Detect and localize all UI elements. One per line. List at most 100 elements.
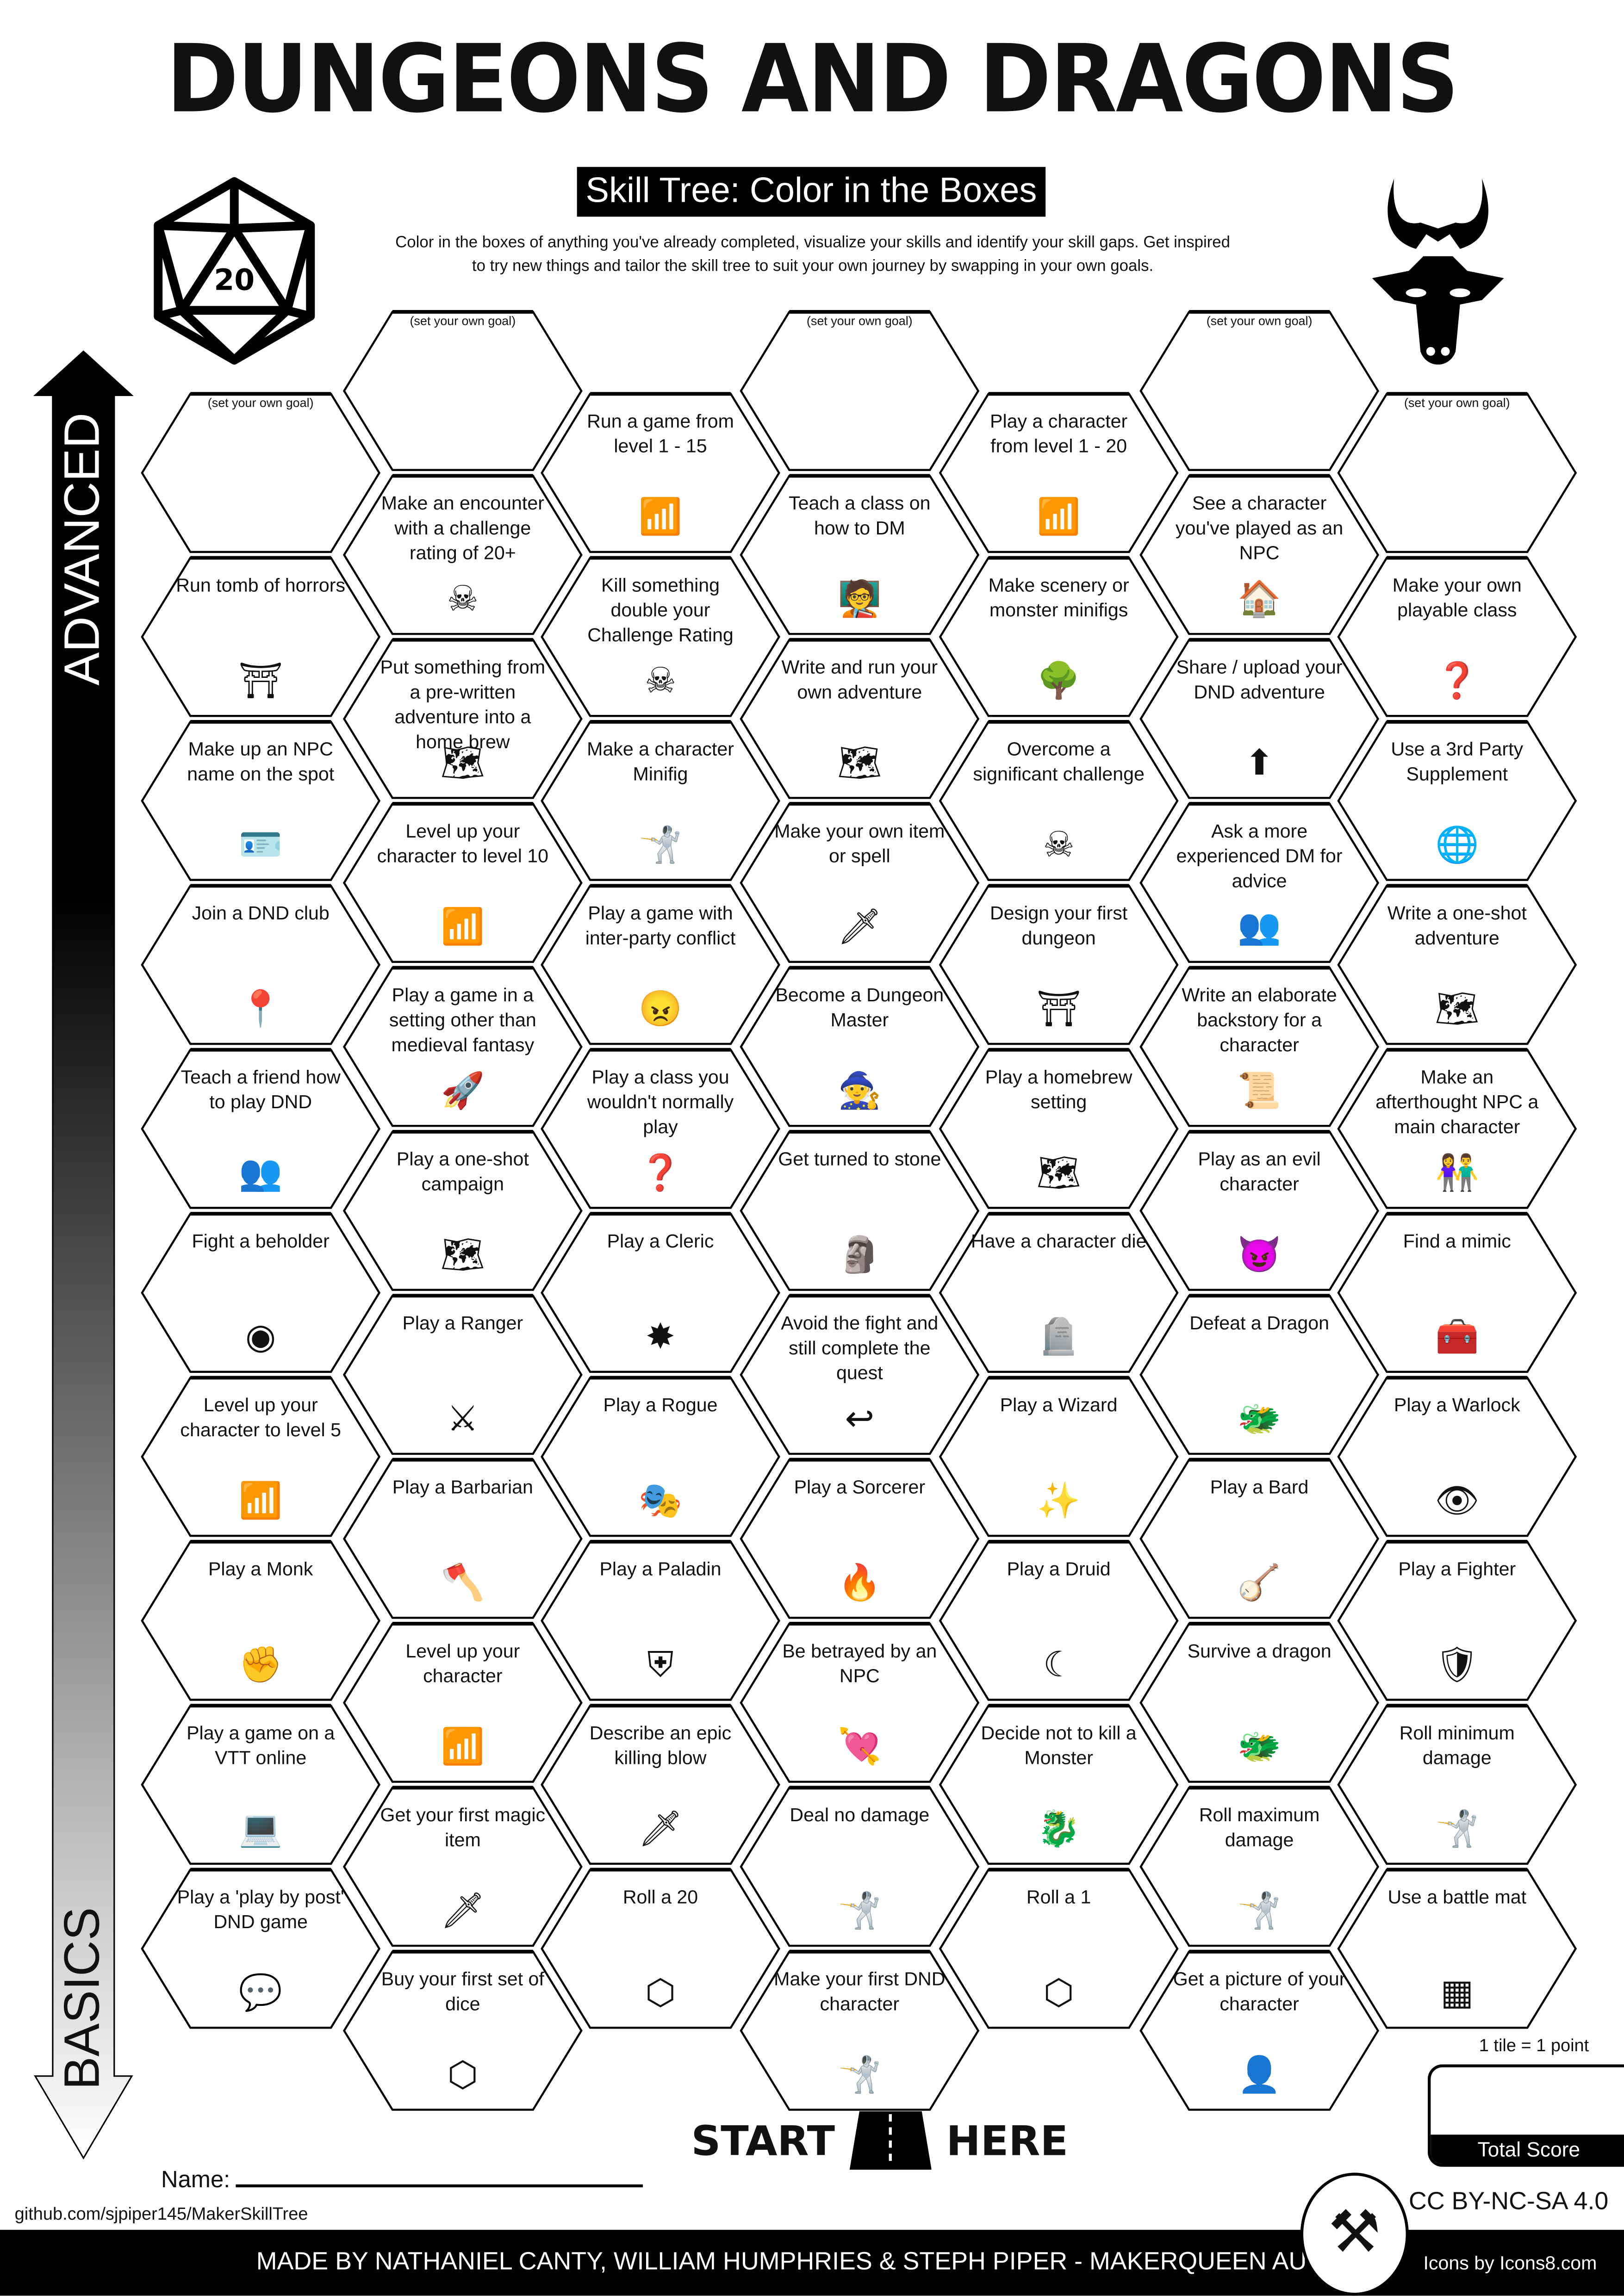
- skill-tile[interactable]: (set your own goal): [341, 309, 584, 473]
- adventurer-crit-icon: 🤺: [1237, 1892, 1282, 1931]
- skill-tile[interactable]: Roll minimum damage 🤺: [1336, 1703, 1579, 1867]
- angry-face-icon: 😠: [638, 989, 683, 1030]
- skill-label: Use a 3rd Party Supplement: [1391, 738, 1524, 785]
- skill-tile[interactable]: Write and run your own adventure 🗺: [738, 637, 981, 800]
- skill-tile[interactable]: Play a Paladin ⛨: [539, 1539, 782, 1702]
- skill-tile[interactable]: Kill something double your Challenge Rat…: [539, 555, 782, 719]
- skill-tile[interactable]: Make your own item or spell 🗡: [738, 801, 981, 965]
- paladin-helmet-icon: ⛨: [647, 1645, 674, 1685]
- skill-tile[interactable]: Make an afterthought NPC a main characte…: [1336, 1047, 1579, 1210]
- skill-tile[interactable]: (set your own goal): [738, 309, 981, 473]
- name-line[interactable]: [236, 2164, 643, 2188]
- skill-tile[interactable]: Roll a 1 ⬡: [937, 1867, 1180, 2030]
- skill-tile[interactable]: Become a Dungeon Master 🧙: [738, 965, 981, 1129]
- skill-tile[interactable]: Run a game from level 1 - 15 📶: [539, 391, 782, 555]
- skill-tile[interactable]: Share / upload your DND adventure ⬆: [1138, 637, 1381, 800]
- name-field[interactable]: Name:: [161, 2164, 643, 2195]
- people-laptop-icon: 👥: [238, 1154, 283, 1193]
- skill-tile[interactable]: (set your own goal): [1138, 309, 1381, 473]
- skill-tile[interactable]: Level up your character to level 5 📶: [139, 1375, 382, 1539]
- skill-tile[interactable]: Make an encounter with a challenge ratin…: [341, 473, 584, 637]
- skill-tile[interactable]: Make a character Minifig 🤺: [539, 719, 782, 883]
- skill-tile[interactable]: Make your own playable class ❓: [1336, 555, 1579, 719]
- adventurer-icon: 🤺: [838, 2055, 882, 2095]
- skill-tile[interactable]: Teach a class on how to DM 🧑‍🏫: [738, 473, 981, 637]
- skill-tile[interactable]: Play a Ranger ⚔: [341, 1293, 584, 1457]
- skill-tile[interactable]: Get a picture of your character 👤: [1138, 1948, 1381, 2112]
- skill-label: Play a Barbarian: [392, 1476, 533, 1498]
- skill-tile[interactable]: Find a mimic 🧰: [1336, 1211, 1579, 1375]
- warlock-eye-icon: 👁: [1435, 1482, 1480, 1521]
- skill-tile[interactable]: Get your first magic item 🗡: [341, 1785, 584, 1948]
- gravestone-icon: 🪦: [1037, 1317, 1081, 1358]
- teacher-icon: 🧑‍🏫: [838, 579, 882, 620]
- skill-tile[interactable]: Write a one-shot adventure 🗺: [1336, 883, 1579, 1047]
- skill-tile[interactable]: Write an elaborate backstory for a chara…: [1138, 965, 1381, 1129]
- progression-arrow: [33, 350, 134, 2159]
- skill-tile[interactable]: Play a Rogue 🎭: [539, 1375, 782, 1539]
- skill-tile[interactable]: Play a character from level 1 - 20 📶: [937, 391, 1180, 555]
- skill-tile[interactable]: Overcome a significant challenge ☠: [937, 719, 1180, 883]
- skill-tile[interactable]: Play a class you wouldn't normally play ❓: [539, 1047, 782, 1210]
- skill-tile[interactable]: Make up an NPC name on the spot 🪪: [139, 719, 382, 883]
- skill-tile[interactable]: Join a DND club 📍: [139, 883, 382, 1047]
- skill-tile[interactable]: Design your first dungeon ⛩: [937, 883, 1180, 1047]
- hand-sword-icon: 🗡: [638, 1809, 683, 1849]
- skill-tile[interactable]: Use a 3rd Party Supplement 🌐: [1336, 719, 1579, 883]
- skill-tile[interactable]: Be betrayed by an NPC 💘: [738, 1621, 981, 1785]
- skill-tile[interactable]: Roll a 20 ⬡: [539, 1867, 782, 2030]
- skill-tile[interactable]: Ask a more experienced DM for advice 👥: [1138, 801, 1381, 965]
- skill-tile[interactable]: Describe an epic killing blow 🗡: [539, 1703, 782, 1867]
- skill-tile[interactable]: Have a character die 🪦: [937, 1211, 1180, 1375]
- skill-tile[interactable]: Deal no damage 🤺: [738, 1785, 981, 1948]
- skill-tile[interactable]: Run tomb of horrors ⛩: [139, 555, 382, 719]
- skill-tile[interactable]: Make your first DND character 🤺: [738, 1948, 981, 2112]
- road-icon: [849, 2111, 932, 2170]
- skill-tile[interactable]: Play a Sorcerer 🔥: [738, 1457, 981, 1620]
- skill-tile[interactable]: Survive a dragon 🐲: [1138, 1621, 1381, 1785]
- skill-tile[interactable]: Use a battle mat ▦: [1336, 1867, 1579, 2030]
- skill-tile[interactable]: (set your own goal): [139, 391, 382, 555]
- skill-tile[interactable]: Level up your character 📶: [341, 1621, 584, 1785]
- skill-tile[interactable]: Teach a friend how to play DND 👥: [139, 1047, 382, 1210]
- skill-tile[interactable]: Play a Druid ☾: [937, 1539, 1180, 1702]
- skill-label: Roll minimum damage: [1399, 1721, 1515, 1769]
- skill-tile[interactable]: Play a Fighter 🛡: [1336, 1539, 1579, 1702]
- skill-tile[interactable]: Play a one-shot campaign 🗺: [341, 1129, 584, 1293]
- dungeon-gate-icon: ⛩: [238, 662, 283, 701]
- skill-tile[interactable]: Make scenery or monster minifigs 🌳: [937, 555, 1180, 719]
- skill-tile[interactable]: Defeat a Dragon 🐲: [1138, 1293, 1381, 1457]
- skill-tile[interactable]: Play a game on a VTT online 💻: [139, 1703, 382, 1867]
- skill-tile[interactable]: Play a Monk ✊: [139, 1539, 382, 1702]
- pierced-heart-icon: 💘: [838, 1727, 882, 1768]
- skill-label: Find a mimic: [1403, 1229, 1511, 1252]
- skill-label: Roll maximum damage: [1199, 1804, 1320, 1851]
- head-question-icon: ❓: [638, 1154, 683, 1193]
- skill-tile[interactable]: Put something from a pre-written adventu…: [341, 637, 584, 800]
- skill-tile[interactable]: Decide not to kill a Monster 🐉: [937, 1703, 1180, 1867]
- rogue-mask-icon: 🎭: [638, 1482, 683, 1521]
- skill-tile[interactable]: Level up your character to level 10 📶: [341, 801, 584, 965]
- skill-tile[interactable]: Play a Cleric ✸: [539, 1211, 782, 1375]
- skill-tile[interactable]: Avoid the fight and still complete the q…: [738, 1293, 981, 1457]
- skill-tile[interactable]: Fight a beholder ◉: [139, 1211, 382, 1375]
- skill-tile[interactable]: Play a Wizard ✨: [937, 1375, 1180, 1539]
- skill-tile[interactable]: Play a Bard 🪕: [1138, 1457, 1381, 1620]
- ranger-daggers-icon: ⚔: [447, 1399, 479, 1440]
- horned-skull-icon: ☠: [447, 579, 479, 620]
- total-score-box[interactable]: Total Score: [1427, 2064, 1624, 2167]
- skill-tile[interactable]: Buy your first set of dice ⬡: [341, 1948, 584, 2112]
- skill-tile[interactable]: Play a Warlock 👁: [1336, 1375, 1579, 1539]
- github-link[interactable]: github.com/sjpiper145/MakerSkillTree: [14, 2203, 308, 2224]
- skill-tile[interactable]: (set your own goal): [1336, 391, 1579, 555]
- skill-tile[interactable]: Roll maximum damage 🤺: [1138, 1785, 1381, 1948]
- skill-tile[interactable]: Get turned to stone 🗿: [738, 1129, 981, 1293]
- skill-tile[interactable]: Play a game with inter-party conflict 😠: [539, 883, 782, 1047]
- skill-tile[interactable]: Play as an evil character 😈: [1138, 1129, 1381, 1293]
- skill-tile[interactable]: Play a homebrew setting 🗺: [937, 1047, 1180, 1210]
- skill-tile[interactable]: Play a game in a setting other than medi…: [341, 965, 584, 1129]
- skill-tile[interactable]: Play a 'play by post' DND game 💬: [139, 1867, 382, 2030]
- skill-tile[interactable]: Play a Barbarian 🪓: [341, 1457, 584, 1620]
- skill-tile[interactable]: See a character you've played as an NPC 🏠: [1138, 473, 1381, 637]
- skill-label: Teach a friend how to play DND: [180, 1066, 341, 1113]
